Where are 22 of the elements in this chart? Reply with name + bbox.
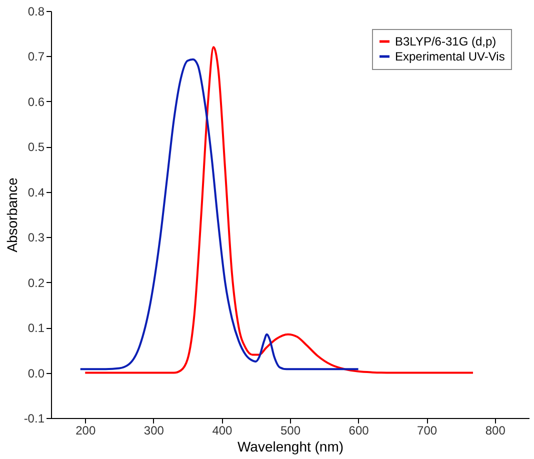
legend-label: Experimental UV-Vis: [395, 50, 505, 64]
y-tick-label: -0.1: [24, 412, 45, 426]
x-tick-label: 500: [280, 424, 301, 438]
x-tick-label: 400: [212, 424, 233, 438]
x-tick-label: 600: [348, 424, 370, 438]
line-series: [79, 58, 360, 370]
x-tick-label: 800: [485, 424, 506, 438]
x-tick-label: 200: [76, 424, 96, 438]
y-tick-label: 0.6: [28, 94, 45, 109]
y-tick-label: 0.4: [28, 185, 45, 200]
y-axis-title: Absorbance: [4, 177, 20, 252]
legend-label: B3LYP/6-31G (d,p): [395, 34, 496, 48]
y-tick-label: 0.3: [28, 230, 45, 245]
x-tick-label: 700: [417, 424, 438, 438]
y-tick-label: 0.1: [28, 321, 45, 336]
x-axis-title: Wavelenght (nm): [237, 438, 344, 454]
y-tick-label: 0.7: [28, 50, 45, 64]
y-tick-label: 0.2: [28, 276, 45, 290]
y-tick-label: 0.8: [28, 4, 45, 18]
y-tick-label: 0.0: [28, 366, 45, 380]
x-tick-label: 300: [144, 424, 164, 438]
y-tick-label: 0.5: [28, 140, 45, 154]
